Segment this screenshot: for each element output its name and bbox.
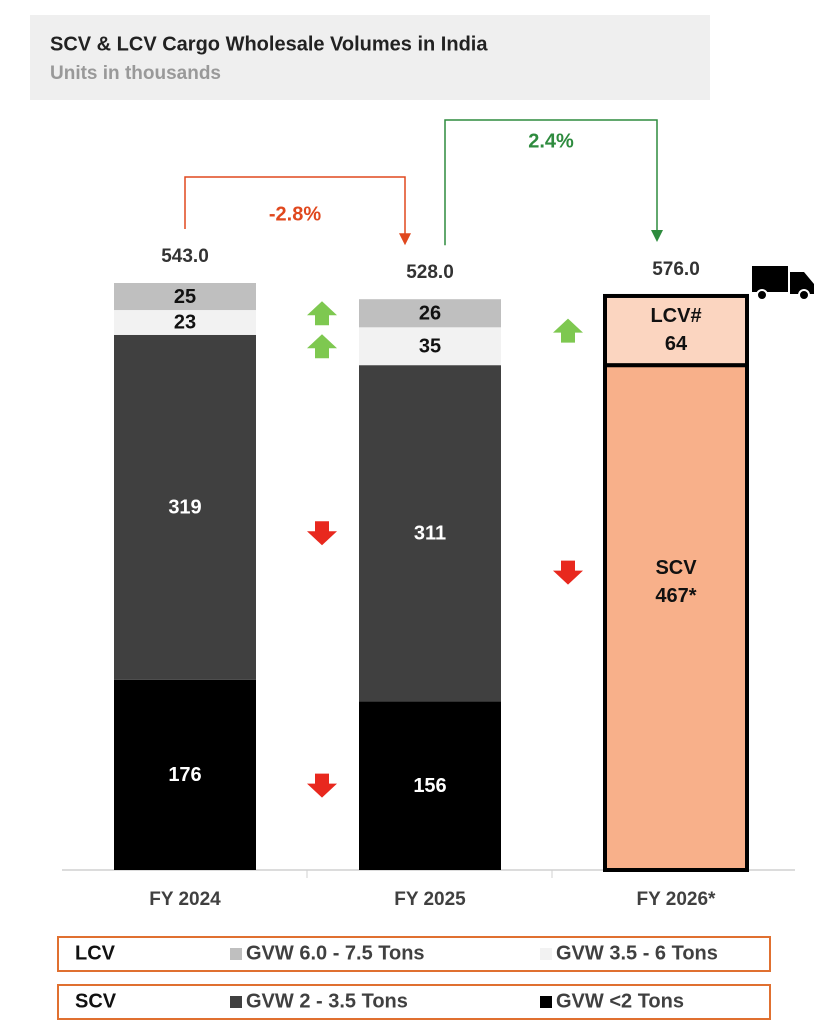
value-label: 319 xyxy=(168,497,201,519)
trend-arrow xyxy=(307,334,337,359)
trend-arrow xyxy=(553,560,583,585)
legend-label: GVW <2 Tons xyxy=(556,990,684,1012)
value-label: 35 xyxy=(419,336,441,358)
legend-box xyxy=(57,936,771,972)
legend-swatch xyxy=(540,948,552,960)
trend-arrow xyxy=(553,318,583,343)
bar-segment xyxy=(603,363,749,872)
change-arrowhead xyxy=(651,229,663,242)
legend-label: GVW 2 - 3.5 Tons xyxy=(246,990,408,1012)
bar-segment xyxy=(359,701,501,870)
x-tick-label: FY 2025 xyxy=(394,889,466,910)
legend-group-label: LCV xyxy=(75,942,116,964)
value-label: 26 xyxy=(419,303,441,325)
chart-subtitle: Units in thousands xyxy=(50,63,221,84)
chart-title: SCV & LCV Cargo Wholesale Volumes in Ind… xyxy=(50,33,488,55)
change-arrowhead xyxy=(399,233,411,246)
bar-segment xyxy=(603,293,749,368)
title-box xyxy=(30,15,710,100)
total-label: 543.0 xyxy=(161,246,209,267)
trend-arrow xyxy=(307,773,337,798)
segment-name: SCV xyxy=(655,557,697,579)
bar-segment xyxy=(114,334,256,680)
bar-segment xyxy=(114,310,256,335)
value-label: 176 xyxy=(168,764,201,786)
value-label: 25 xyxy=(174,286,196,308)
value-label: 467* xyxy=(655,585,696,607)
value-label: 23 xyxy=(174,312,196,334)
bar-segment xyxy=(114,679,256,870)
value-label: 64 xyxy=(665,333,688,355)
legend-swatch xyxy=(230,996,242,1008)
total-label: 528.0 xyxy=(406,262,454,283)
bar-segment xyxy=(114,282,256,311)
legend-label: GVW 3.5 - 6 Tons xyxy=(556,942,718,964)
legend-label: GVW 6.0 - 7.5 Tons xyxy=(246,942,425,964)
change-bracket xyxy=(184,176,406,236)
x-tick-label: FY 2026* xyxy=(637,889,716,910)
bar-segment xyxy=(359,327,501,366)
x-tick-label: FY 2024 xyxy=(149,889,221,910)
segment-name: LCV# xyxy=(650,305,701,327)
trend-arrow xyxy=(307,521,337,546)
bar-segment xyxy=(359,299,501,328)
truck-icon xyxy=(752,266,814,301)
value-label: 311 xyxy=(414,523,446,545)
legend-swatch xyxy=(540,996,552,1008)
legend-group-label: SCV xyxy=(75,990,117,1012)
change-label: 2.4% xyxy=(528,130,574,152)
total-label: 576.0 xyxy=(652,259,700,280)
change-label: -2.8% xyxy=(269,203,321,225)
change-bracket xyxy=(444,119,658,246)
value-label: 156 xyxy=(413,775,446,797)
trend-arrow xyxy=(307,301,337,326)
legend-box xyxy=(57,984,771,1020)
legend-swatch xyxy=(230,948,242,960)
bar-segment xyxy=(359,365,501,702)
